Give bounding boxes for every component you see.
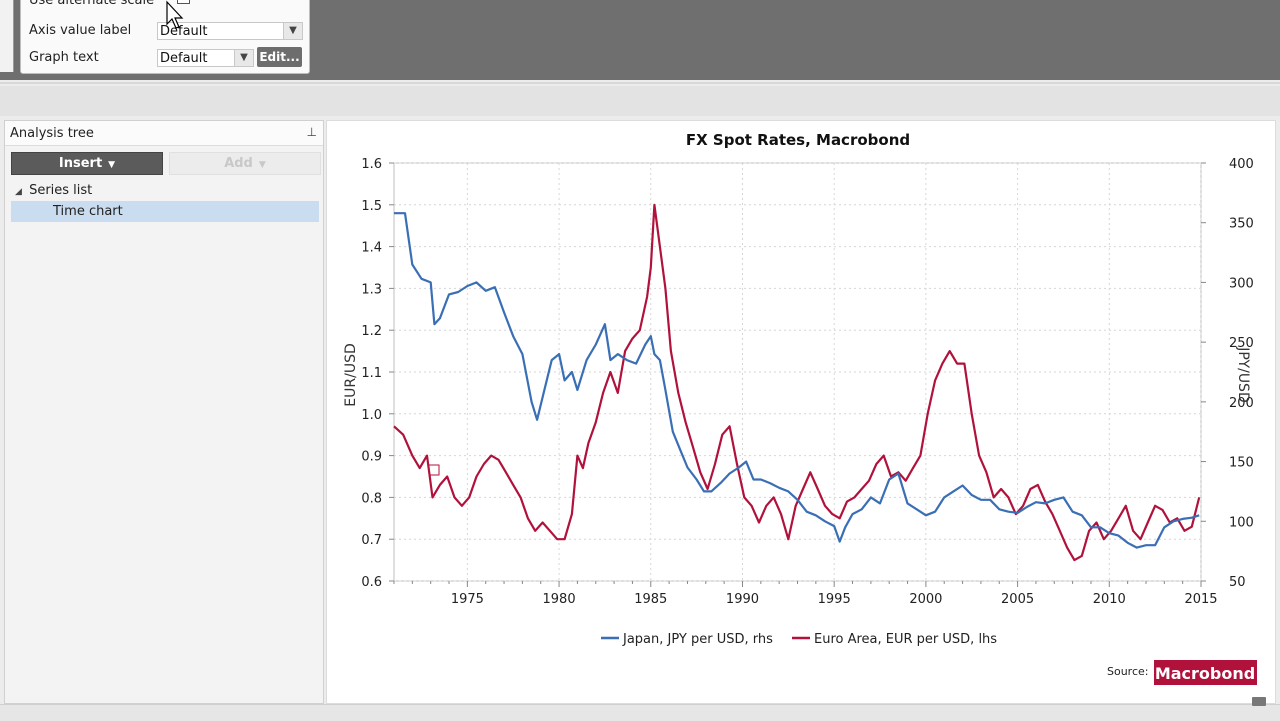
status-bar — [0, 704, 1280, 721]
time-chart-label: Time chart — [53, 204, 123, 219]
macrobond-logo — [1154, 660, 1257, 685]
y-left-tick-label: 1.1 — [361, 366, 382, 381]
x-tick-label: 2010 — [1093, 592, 1126, 607]
left-edge-strip — [0, 0, 14, 72]
axis-value-label: Axis value label — [29, 23, 132, 38]
chart-panel: FX Spot Rates, Macrobond 0.6 0.7 0.8 0.9 1.0… — [326, 120, 1276, 704]
y-right-tick-label: 200 — [1229, 396, 1254, 411]
y-right-tick-label: 400 — [1229, 157, 1254, 172]
resize-grip-icon[interactable] — [1252, 697, 1266, 706]
axis-ticks: 0.6 0.7 0.8 0.9 1.0 1.1 1.2 1.3 1.4 1.5 1.6 50 100 15… — [361, 157, 1254, 607]
analysis-tree-panel: Analysis tree ⊥ Insert ▼ Add ▼ ◢ Series li… — [4, 120, 324, 704]
selection-marker[interactable] — [428, 464, 440, 476]
y-left-label: EUR/USD — [343, 343, 359, 406]
caret-down-icon: ▼ — [108, 160, 116, 170]
y-left-tick-label: 1.5 — [361, 199, 382, 214]
source-label: Source: — [1107, 665, 1149, 678]
pin-icon[interactable]: ⊥ — [306, 125, 317, 139]
series-lines — [393, 203, 1201, 562]
series-line-japan — [394, 212, 1200, 549]
add-label: Add — [224, 156, 253, 171]
axis-value-select[interactable]: Default ▼ — [157, 22, 303, 40]
tree-item-series-list[interactable]: ◢ Series list — [15, 183, 315, 203]
y-right-tick-label: 50 — [1229, 575, 1246, 590]
caret-down-icon: ▼ — [258, 160, 266, 170]
check-icon: ✓ — [179, 0, 187, 2]
x-tick-label: 2000 — [909, 592, 942, 607]
y-left-tick-label: 0.7 — [361, 533, 382, 548]
properties-panel: Use alternate scale ✓ Axis value label D… — [20, 0, 310, 74]
y-left-tick-label: 1.3 — [361, 282, 382, 297]
y-left-tick-label: 0.9 — [361, 450, 382, 465]
chart-title: FX Spot Rates, Macrobond — [686, 131, 910, 149]
macrobond-logo-text: Macrobond — [1155, 664, 1255, 683]
use-alternate-scale-label: Use alternate scale — [29, 0, 155, 8]
edit-button[interactable]: Edit... — [257, 47, 302, 67]
x-tick-label: 2005 — [1001, 592, 1034, 607]
x-tick-label: 1995 — [818, 592, 851, 607]
x-tick-label: 1975 — [451, 592, 484, 607]
y-left-tick-label: 1.4 — [361, 241, 382, 256]
x-tick-label: 1985 — [634, 592, 667, 607]
divider — [0, 82, 1280, 84]
y-left-tick-label: 1.0 — [361, 408, 382, 423]
graph-text-label: Graph text — [29, 50, 99, 65]
y-left-tick-label: 1.6 — [361, 157, 382, 172]
graph-text-select[interactable]: Default ▼ — [157, 49, 254, 67]
x-tick-label: 1980 — [543, 592, 576, 607]
add-button[interactable]: Add ▼ — [169, 152, 321, 175]
tree-item-time-chart[interactable]: Time chart — [11, 201, 319, 222]
analysis-tree-header: Analysis tree ⊥ — [5, 121, 323, 146]
legend-euro: Euro Area, EUR per USD, lhs — [814, 632, 997, 647]
axis-value-current: Default — [160, 24, 208, 39]
legend-japan: Japan, JPY per USD, rhs — [622, 632, 773, 647]
x-tick-label: 1990 — [726, 592, 759, 607]
toolbar-strip — [0, 86, 1280, 116]
x-tick-label: 2015 — [1184, 592, 1217, 607]
mouse-cursor-icon — [166, 0, 184, 29]
gridlines — [394, 162, 1202, 582]
analysis-tree-title: Analysis tree — [10, 126, 94, 141]
legend: Japan, JPY per USD, rhs Euro Area, EUR p… — [601, 632, 997, 647]
y-right-tick-label: 300 — [1229, 276, 1254, 291]
series-list-label: Series list — [29, 183, 93, 198]
y-right-tick-label: 350 — [1229, 217, 1254, 232]
y-right-tick-label: 100 — [1229, 515, 1254, 530]
fx-chart: FX Spot Rates, Macrobond 0.6 0.7 0.8 0.9 1.0… — [343, 131, 1257, 685]
y-left-tick-label: 0.6 — [361, 575, 382, 590]
y-left-tick-label: 1.2 — [361, 324, 382, 339]
graph-text-current: Default — [160, 51, 208, 66]
expand-triangle-icon[interactable]: ◢ — [15, 187, 22, 197]
y-right-label: JPY/USD — [1235, 346, 1251, 402]
series-line-euro — [393, 203, 1201, 562]
chevron-down-icon[interactable]: ▼ — [234, 50, 253, 66]
chevron-down-icon[interactable]: ▼ — [283, 23, 302, 39]
insert-button[interactable]: Insert ▼ — [11, 152, 163, 175]
y-right-tick-label: 250 — [1229, 336, 1254, 351]
y-left-tick-label: 0.8 — [361, 491, 382, 506]
use-alternate-scale-checkbox[interactable]: ✓ — [177, 0, 190, 4]
insert-label: Insert — [58, 156, 103, 171]
y-right-tick-label: 150 — [1229, 456, 1254, 471]
